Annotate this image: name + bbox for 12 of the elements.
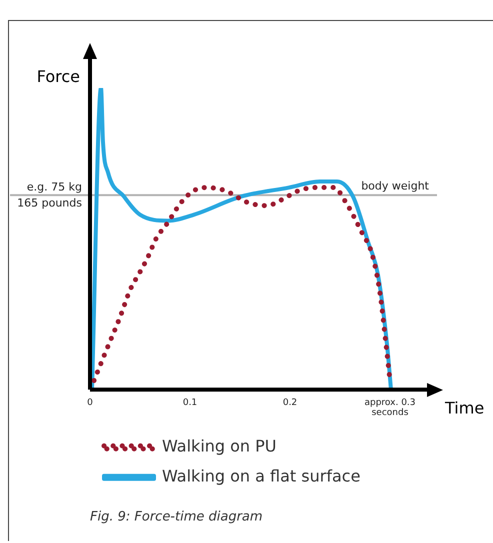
x-tick-label: 0.2: [282, 398, 298, 408]
x-tick-label: 0.1: [182, 398, 198, 408]
text: Fig. 9: Force-time diagram: [90, 510, 263, 525]
x-tick-label: approx. 0.3 seconds: [364, 398, 416, 418]
annotation: 165 pounds: [17, 196, 82, 210]
x-tick-label: 0: [87, 398, 94, 408]
x-axis-title: Time: [444, 398, 484, 418]
y-axis-title: Force: [36, 67, 80, 86]
legend-label: Walking on a flat surface: [162, 466, 360, 486]
legend-label: Walking on PU: [162, 436, 277, 456]
annotation: e.g. 75 kg: [26, 180, 82, 194]
ref-line-label: body weight: [361, 179, 430, 192]
